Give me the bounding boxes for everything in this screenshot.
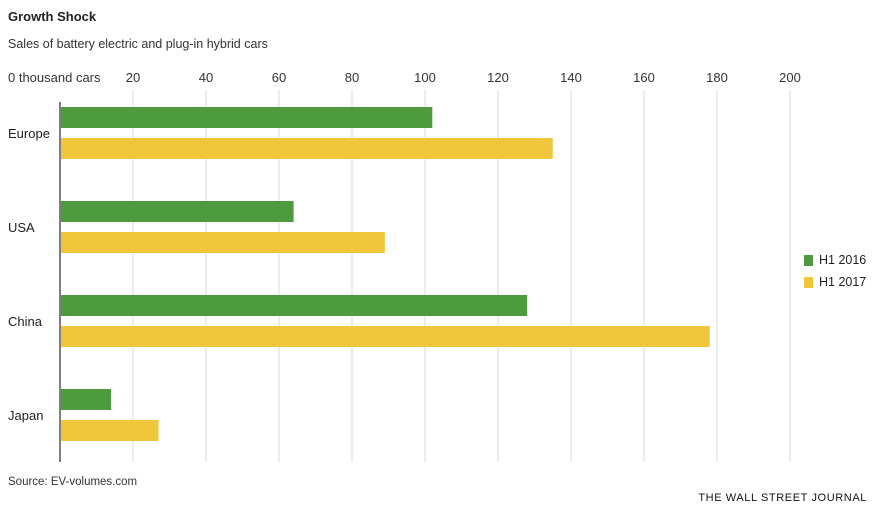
legend-label-h1-2016: H1 2016 (819, 253, 867, 267)
bar-japan-h1-2017 (61, 420, 159, 441)
bar-usa-h1-2017 (61, 232, 385, 253)
category-label: China (8, 314, 43, 329)
bar-china-h1-2017 (61, 326, 710, 347)
legend-swatch-h1-2017 (804, 276, 813, 288)
x-tick-label: 60 (272, 70, 286, 85)
x-tick-label: 100 (414, 70, 436, 85)
x-tick-label: 80 (345, 70, 359, 85)
x-tick-label: 120 (487, 70, 509, 85)
category-label: Europe (8, 126, 50, 141)
x-tick-label: 0 thousand cars (8, 70, 101, 85)
x-tick-label: 180 (706, 70, 728, 85)
x-tick-label: 200 (779, 70, 801, 85)
legend-swatch-h1-2016 (804, 254, 813, 266)
x-tick-label: 160 (633, 70, 655, 85)
x-tick-label: 40 (199, 70, 213, 85)
legend: H1 2016 H1 2017 (804, 249, 866, 293)
category-label: Japan (8, 408, 43, 423)
chart-title: Growth Shock (8, 9, 97, 24)
bar-japan-h1-2016 (61, 389, 112, 410)
publisher-logo: THE WALL STREET JOURNAL (698, 492, 867, 504)
category-label: USA (8, 220, 35, 235)
legend-item-h1-2016: H1 2016 (804, 249, 866, 271)
bar-europe-h1-2016 (61, 107, 433, 128)
bar-europe-h1-2017 (61, 138, 553, 159)
legend-label-h1-2017: H1 2017 (819, 275, 867, 289)
x-tick-label: 140 (560, 70, 582, 85)
bar-china-h1-2016 (61, 295, 528, 316)
legend-item-h1-2017: H1 2017 (804, 271, 866, 293)
bar-usa-h1-2016 (61, 201, 294, 222)
source-note: Source: EV-volumes.com (8, 476, 138, 488)
chart-subtitle: Sales of battery electric and plug-in hy… (8, 37, 268, 51)
x-tick-label: 20 (126, 70, 140, 85)
